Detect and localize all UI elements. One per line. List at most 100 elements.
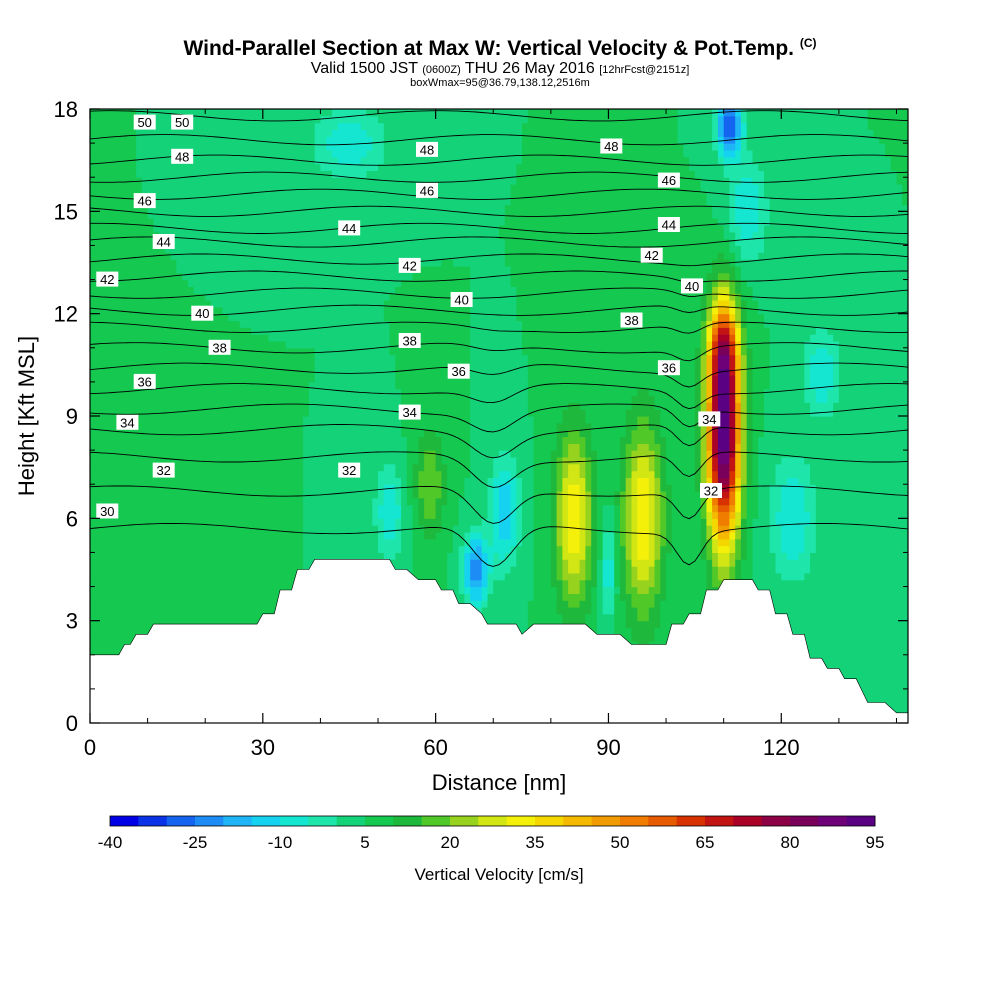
velocity-cell: [205, 272, 212, 281]
velocity-cell: [355, 265, 362, 274]
velocity-cell: [314, 416, 322, 424]
velocity-cell: [308, 491, 316, 499]
velocity-cell: [90, 593, 97, 601]
velocity-cell: [268, 497, 275, 506]
velocity-cell: [268, 422, 275, 431]
velocity-cell: [124, 532, 131, 540]
velocity-cell: [107, 484, 114, 492]
velocity-cell: [153, 122, 160, 130]
velocity-cell: [378, 456, 385, 465]
velocity-cell: [395, 443, 402, 451]
velocity-cell: [118, 347, 126, 356]
velocity-cell: [164, 416, 172, 424]
velocity-cell: [113, 361, 120, 369]
velocity-cell: [389, 347, 396, 356]
velocity-cell: [90, 327, 97, 335]
velocity-cell: [360, 149, 368, 158]
velocity-cell: [320, 156, 327, 165]
velocity-cell: [216, 149, 224, 158]
velocity-cell: [239, 477, 247, 485]
velocity-cell: [95, 525, 103, 533]
velocity-cell: [228, 218, 235, 226]
velocity-cell: [314, 306, 322, 315]
velocity-cell: [401, 538, 408, 547]
velocity-cell: [222, 225, 229, 233]
velocity-cell: [187, 552, 195, 560]
velocity-cell: [314, 341, 322, 349]
velocity-cell: [326, 197, 333, 206]
velocity-cell: [349, 443, 356, 451]
velocity-cell: [170, 286, 177, 294]
velocity-cell: [159, 279, 166, 287]
velocity-cell: [205, 395, 212, 403]
velocity-cell: [355, 409, 362, 417]
velocity-cell: [383, 143, 391, 151]
velocity-cell: [337, 238, 345, 246]
velocity-cell: [130, 204, 137, 212]
velocity-cell: [170, 252, 177, 260]
velocity-cell: [355, 429, 362, 437]
velocity-cell: [159, 115, 166, 124]
velocity-cell: [285, 286, 293, 294]
velocity-cell: [372, 238, 379, 246]
velocity-cell: [349, 190, 356, 199]
velocity-cell: [320, 177, 327, 185]
velocity-cell: [383, 532, 391, 540]
velocity-cell: [164, 265, 172, 274]
velocity-cell: [349, 532, 356, 540]
velocity-cell: [245, 163, 252, 171]
velocity-cell: [228, 545, 235, 553]
velocity-cell: [291, 259, 298, 267]
velocity-cell: [349, 272, 356, 281]
velocity-cell: [176, 613, 183, 622]
velocity-cell: [153, 361, 160, 369]
velocity-cell: [383, 504, 391, 513]
velocity-cell: [211, 265, 218, 274]
velocity-cell: [274, 279, 281, 287]
velocity-cell: [297, 463, 304, 472]
velocity-cell: [205, 450, 212, 458]
velocity-cell: [130, 313, 137, 322]
velocity-cell: [234, 484, 241, 492]
velocity-cell: [136, 600, 143, 608]
velocity-cell: [95, 238, 103, 246]
velocity-cell: [130, 504, 137, 513]
velocity-cell: [274, 436, 281, 444]
velocity-cell: [216, 607, 224, 615]
velocity-cell: [372, 491, 379, 499]
velocity-cell: [211, 204, 218, 212]
velocity-cell: [291, 545, 298, 553]
velocity-cell: [130, 450, 137, 458]
velocity-cell: [280, 552, 287, 560]
velocity-cell: [285, 416, 293, 424]
velocity-cell: [222, 204, 229, 212]
velocity-cell: [320, 470, 327, 478]
velocity-cell: [118, 320, 126, 328]
velocity-cell: [343, 149, 350, 158]
velocity-cell: [308, 177, 316, 185]
velocity-cell: [199, 279, 206, 287]
velocity-cell: [372, 252, 379, 260]
velocity-cell: [262, 552, 270, 560]
velocity-cell: [343, 327, 350, 335]
velocity-cell: [130, 436, 137, 444]
velocity-cell: [216, 204, 224, 212]
velocity-cell: [331, 184, 339, 192]
velocity-cell: [159, 354, 166, 362]
velocity-cell: [90, 375, 97, 383]
velocity-cell: [320, 184, 327, 192]
velocity-cell: [193, 190, 201, 199]
velocity-cell: [216, 156, 224, 165]
velocity-cell: [297, 204, 304, 212]
velocity-cell: [355, 456, 362, 465]
velocity-cell: [239, 293, 247, 301]
velocity-cell: [199, 593, 206, 601]
velocity-cell: [389, 395, 396, 403]
velocity-cell: [176, 532, 183, 540]
velocity-cell: [320, 388, 327, 397]
velocity-cell: [136, 518, 143, 526]
velocity-cell: [159, 436, 166, 444]
velocity-cell: [176, 429, 183, 437]
velocity-cell: [124, 579, 131, 588]
velocity-cell: [401, 491, 408, 499]
